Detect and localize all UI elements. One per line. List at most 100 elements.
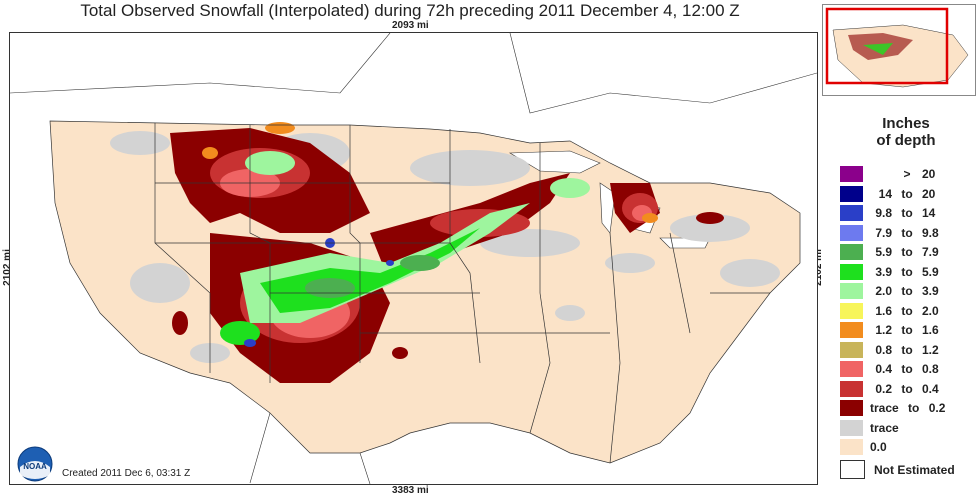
state-borders [49, 120, 801, 464]
legend-label: 5.9 to 7.9 [870, 245, 939, 259]
legend-swatch [840, 380, 863, 397]
legend-lo: 0.0 [870, 440, 887, 454]
legend-title-line1: Inches [882, 115, 930, 132]
legend-entry: 7.9 to 9.8 [840, 224, 976, 242]
legend-label: 14 to 20 [870, 186, 936, 201]
legend-entry: 0.2 to 0.4 [840, 380, 976, 398]
legend-hi: 1.6 [922, 323, 939, 337]
legend-hi: 7.9 [922, 245, 939, 259]
legend-entry: 3.9 to 5.9 [840, 263, 976, 281]
legend-entry: 9.8 to 14 [840, 205, 976, 222]
legend-swatch [840, 205, 863, 221]
legend-hi: 14 [922, 206, 936, 220]
legend-swatch [840, 419, 863, 436]
legend-lo: 9.8 [875, 206, 892, 220]
legend-hi: 5.9 [922, 264, 939, 279]
legend-label: 9.8 to 14 [870, 206, 935, 220]
legend-swatch [840, 244, 863, 260]
legend-swatch [840, 224, 863, 241]
legend-hi: 3.9 [922, 284, 939, 298]
legend-entry: 14 to 20 [840, 185, 976, 203]
legend-label: trace [870, 421, 929, 435]
legend-entry: 5.9 to 7.9 [840, 244, 976, 261]
noaa-logo: NOAA [15, 445, 55, 488]
not-estimated-swatch [840, 460, 865, 479]
legend-title-line2: of depth [876, 132, 936, 149]
legend-hi: 1.2 [922, 342, 939, 357]
blue-layer [244, 238, 394, 347]
legend-lo: 14 [878, 186, 892, 201]
trace-layer [110, 131, 780, 363]
legend-entry: 0.8 to 1.2 [840, 341, 976, 359]
legend-lo: 2.0 [875, 284, 892, 298]
created-timestamp: Created 2011 Dec 6, 03:31 Z [62, 468, 191, 479]
legend-to: to [901, 323, 913, 337]
legend-lo: trace [870, 401, 899, 415]
legend-swatch [840, 439, 863, 455]
legend-lo: 1.2 [875, 323, 892, 337]
legend-swatch [840, 341, 863, 358]
legend-hi: 9.8 [922, 225, 939, 240]
legend-hi: 2.0 [922, 303, 939, 318]
legend-hi: 0.4 [922, 381, 939, 396]
legend-swatch [840, 302, 863, 319]
overview-inset-map[interactable] [822, 4, 976, 96]
legend-entry: trace [840, 419, 976, 437]
legend-lo: 0.4 [875, 362, 892, 376]
legend-swatch [840, 263, 863, 280]
legend-entry: 2.0 to 3.9 [840, 283, 976, 300]
legend-to: to [901, 245, 913, 259]
legend-label: 7.9 to 9.8 [870, 225, 939, 240]
legend-entry: trace to 0.2 [840, 400, 976, 417]
legend-label: 1.6 to 2.0 [870, 303, 939, 318]
legend-hi: 0.2 [928, 401, 946, 415]
noaa-logo-text: NOAA [23, 462, 47, 471]
top-dimension-label: 2093 mi [392, 20, 429, 31]
snowfall-map-canvas [10, 33, 817, 484]
legend-to: to [901, 186, 913, 201]
legend-swatch [840, 166, 863, 182]
legend-swatch [840, 400, 863, 416]
legend-swatch [840, 322, 863, 338]
legend-label: 1.2 to 1.6 [870, 323, 939, 337]
legend-hi: 20 [922, 186, 936, 201]
legend-to: to [901, 362, 913, 376]
legend-to: to [901, 225, 913, 240]
legend-swatch [840, 361, 863, 377]
legend-lo: 0.8 [875, 342, 892, 357]
legend-entry: 0.0 [840, 439, 976, 456]
legend-lo: 1.6 [875, 303, 892, 318]
not-estimated-label: Not Estimated [874, 463, 955, 477]
inset-map-canvas [825, 7, 969, 88]
legend-to: to [901, 284, 913, 298]
legend-to: to [901, 381, 913, 396]
legend-label: 3.9 to 5.9 [870, 264, 939, 279]
snowfall-map[interactable] [9, 32, 818, 485]
legend-swatch [840, 283, 863, 299]
legend-lo: 7.9 [875, 225, 892, 240]
legend-entry: 1.6 to 2.0 [840, 302, 976, 320]
legend-swatch [840, 185, 863, 202]
legend-to: to [908, 401, 920, 415]
legend-lo: 5.9 [875, 245, 892, 259]
legend-label: 0.0 [870, 440, 917, 454]
legend-label: >20 [870, 167, 935, 181]
neighbor-borders [10, 33, 817, 484]
legend-label: 2.0 to 3.9 [870, 284, 939, 298]
legend-entry: 1.2 to 1.6 [840, 322, 976, 339]
legend-hi: 20 [922, 167, 936, 181]
legend-hi: 0.8 [922, 362, 939, 376]
legend-to: > [903, 167, 911, 181]
legend-label: 0.2 to 0.4 [870, 381, 939, 396]
inset-viewport-box [825, 7, 949, 85]
legend-to: to [901, 206, 913, 220]
legend-entry: >20 [840, 166, 976, 183]
map-title: Total Observed Snowfall (Interpolated) d… [80, 1, 740, 20]
legend-to: to [901, 342, 913, 357]
legend-label: 0.8 to 1.2 [870, 342, 939, 357]
legend-to: to [901, 264, 913, 279]
legend-lo: trace [870, 420, 899, 435]
legend-to: to [901, 303, 913, 318]
legend-lo: 3.9 [875, 264, 892, 279]
legend-lo: 0.2 [875, 381, 892, 396]
